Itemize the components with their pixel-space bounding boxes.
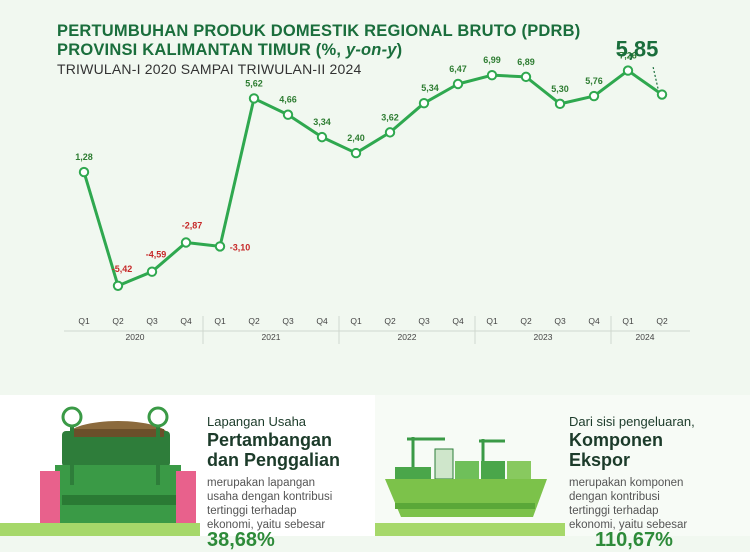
data-point [554, 98, 566, 110]
chart-subtitle: TRIWULAN-I 2020 SAMPAI TRIWULAN-II 2024 [57, 61, 362, 77]
right-desc-2: dengan kontribusi [569, 491, 660, 503]
x-tick-label: Q1 [622, 316, 634, 326]
x-tick-label: Q4 [588, 316, 600, 326]
left-small-label: Lapangan Usaha [207, 414, 307, 429]
x-tick-label: Q3 [282, 316, 294, 326]
right-small-label: Dari sisi pengeluaran, [569, 414, 695, 429]
left-desc-4: ekonomi, yaitu sebesar [207, 519, 326, 531]
year-label: 2022 [398, 332, 417, 342]
data-label: 5,76 [585, 76, 603, 86]
right-big-line2: Ekspor [569, 450, 631, 470]
x-tick-label: Q2 [112, 316, 124, 326]
data-point [656, 89, 668, 100]
data-point [486, 69, 498, 81]
title-prefix: PROVINSI KALIMANTAN TIMUR (%, [57, 41, 346, 59]
data-label: -5,42 [112, 264, 133, 274]
x-tick-label: Q2 [384, 316, 396, 326]
year-label: 2021 [262, 332, 281, 342]
data-label: 6,99 [483, 55, 501, 65]
x-tick-label: Q3 [554, 316, 566, 326]
left-value: 38,68% [207, 529, 275, 551]
data-point [622, 65, 634, 76]
data-label: 6,47 [449, 64, 467, 74]
series-line [82, 69, 663, 288]
data-label: 3,34 [313, 117, 331, 127]
right-desc-4: ekonomi, yaitu sebesar [569, 519, 688, 531]
chart-title-line2: PROVINSI KALIMANTAN TIMUR (%, y-on-y) [57, 41, 402, 60]
data-point [146, 266, 158, 277]
data-label: -4,59 [146, 250, 167, 260]
data-label: 1,28 [75, 152, 93, 162]
line-chart: 1,28 -5,42 -4,59 -2,87 -3,10 5,62 4,66 3,34 2,40… [64, 37, 690, 344]
left-desc-1: merupakan lapangan [207, 477, 316, 489]
left-big-line1: Pertambangan [207, 430, 333, 450]
x-tick-label: Q2 [656, 316, 668, 326]
right-value: 110,67% [595, 529, 673, 551]
data-point [214, 241, 226, 252]
data-point [180, 237, 192, 248]
highlight-leader [652, 66, 659, 89]
data-point [384, 127, 396, 138]
x-tick-label: Q4 [180, 316, 192, 326]
year-label: 2023 [534, 332, 553, 342]
data-point [350, 147, 362, 159]
x-tick-label: Q4 [316, 316, 328, 326]
data-point [112, 280, 124, 291]
mining-panel: Lapangan Usaha Pertambangan dan Penggali… [0, 395, 375, 551]
x-tick-label: Q1 [486, 316, 498, 326]
data-label: -3,10 [230, 242, 251, 252]
data-point [248, 93, 260, 104]
cargo-ship-icon [375, 437, 565, 536]
data-point [452, 78, 464, 90]
data-point [418, 97, 430, 109]
x-tick-label: Q1 [78, 316, 90, 326]
x-tick-label: Q2 [248, 316, 260, 326]
right-big-line1: Komponen [569, 430, 663, 450]
data-label: 3,62 [381, 112, 399, 122]
data-label: 5,62 [245, 78, 263, 88]
data-point [588, 90, 600, 102]
x-tick-label: Q3 [146, 316, 158, 326]
x-tick-label: Q4 [452, 316, 464, 326]
left-big-line2: dan Penggalian [207, 450, 341, 470]
data-label: 5,34 [421, 83, 439, 93]
x-tick-label: Q1 [214, 316, 226, 326]
year-label: 2020 [126, 332, 145, 342]
data-label: 2,40 [347, 133, 365, 143]
title-italic: y-on-y [345, 41, 397, 59]
data-label: 6,89 [517, 57, 535, 67]
data-point [282, 109, 294, 120]
left-desc-3: tertinggi terhadap [207, 505, 297, 517]
left-desc-2: usaha dengan kontribusi [207, 491, 333, 503]
export-panel: Dari sisi pengeluaran, Komponen Ekspor m… [375, 395, 750, 551]
data-label: -2,87 [182, 221, 203, 231]
title-suffix: ) [396, 41, 403, 59]
x-tick-label: Q3 [418, 316, 430, 326]
highlight-value: 5,85 [616, 37, 659, 62]
right-desc-1: merupakan komponen [569, 477, 684, 489]
mining-cart-icon [0, 406, 200, 536]
data-label: 7,26 [619, 51, 637, 61]
data-label: 5,30 [551, 84, 569, 94]
chart-title-line1: PERTUMBUHAN PRODUK DOMESTIK REGIONAL BRU… [57, 22, 581, 40]
right-desc-3: tertinggi terhadap [569, 505, 659, 517]
x-tick-label: Q1 [350, 316, 362, 326]
data-point [316, 131, 328, 143]
year-label: 2024 [636, 332, 655, 342]
x-tick-label: Q2 [520, 316, 532, 326]
data-point [520, 71, 532, 83]
data-label: 4,66 [279, 95, 297, 105]
data-point [78, 166, 90, 178]
